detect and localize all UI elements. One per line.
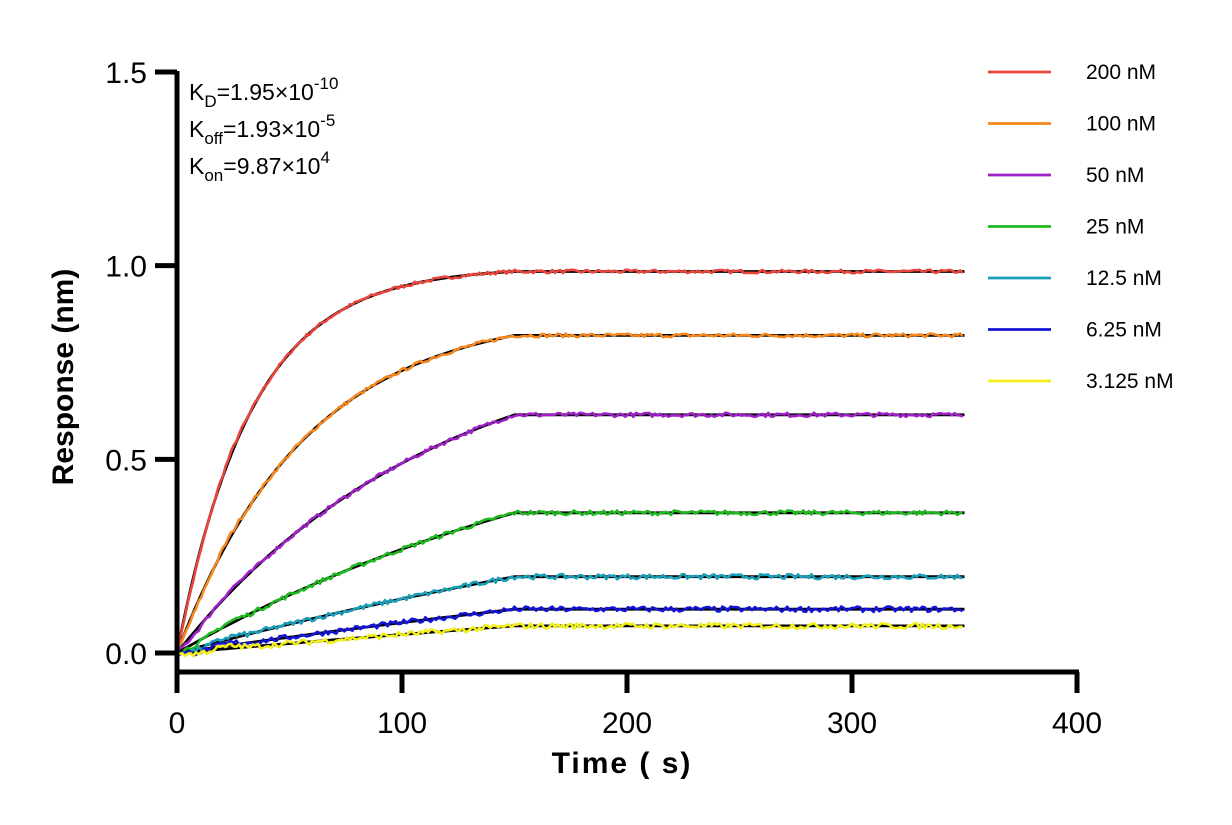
fit-curve xyxy=(175,270,965,654)
data-traces xyxy=(175,268,964,658)
kinetic-constant: Koff=1.93×10-5 xyxy=(189,111,335,148)
fit-curve xyxy=(175,334,965,654)
series-line xyxy=(176,605,964,657)
legend-label: 3.125 nM xyxy=(1086,370,1174,393)
legend-label: 100 nM xyxy=(1086,113,1156,136)
fit-curve xyxy=(176,624,965,655)
y-tick-label: 1.0 xyxy=(105,251,147,284)
kinetic-constant: Kon=9.87×104 xyxy=(189,148,330,185)
series-line xyxy=(175,268,964,655)
y-tick-label: 0.5 xyxy=(105,444,147,477)
y-tick-label: 0.0 xyxy=(105,638,147,671)
y-tick-label: 1.5 xyxy=(105,57,147,90)
series-line xyxy=(176,509,963,657)
x-tick-label: 200 xyxy=(602,707,652,740)
x-tick-label: 300 xyxy=(827,707,877,740)
x-tick-label: 400 xyxy=(1052,707,1102,740)
legend-label: 50 nM xyxy=(1086,164,1144,187)
x-tick-label: 100 xyxy=(377,707,427,740)
legend: 200 nM 100 nM 50 nM 25 nM 12.5 nM 6.25 nM 3.12… xyxy=(988,61,1174,393)
fit-curve xyxy=(176,575,965,655)
kinetic-constant: KD=1.95×10-10 xyxy=(189,74,338,111)
y-axis-title: Response (nm) xyxy=(47,269,80,486)
tick-labels: 0.0 0.5 1.0 1.5 0 100 200 300 400 xyxy=(105,57,1102,740)
fit-curve xyxy=(176,607,965,655)
legend-label: 6.25 nM xyxy=(1086,319,1162,342)
series-line xyxy=(175,621,963,658)
x-axis-title: Time ( s) xyxy=(552,747,693,780)
legend-label: 25 nM xyxy=(1086,216,1144,239)
fit-curves xyxy=(175,270,965,655)
axes xyxy=(155,69,1080,693)
series-line xyxy=(175,411,964,653)
legend-label: 200 nM xyxy=(1086,61,1156,84)
series-line xyxy=(175,332,964,652)
series-line xyxy=(176,572,963,656)
x-tick-label: 0 xyxy=(169,707,186,740)
legend-label: 12.5 nM xyxy=(1086,267,1162,290)
